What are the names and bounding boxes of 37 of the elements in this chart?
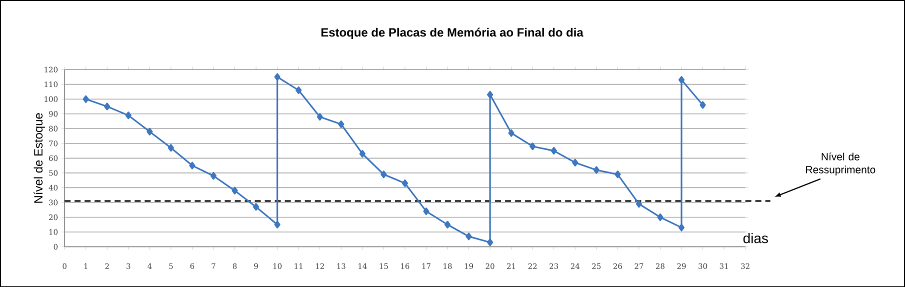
point <box>125 111 132 119</box>
point <box>657 213 664 221</box>
point <box>508 129 514 137</box>
point <box>423 207 430 215</box>
point <box>636 200 642 208</box>
chart-title: Estoque de Placas de Memória ao Final do dia <box>321 28 584 39</box>
point <box>466 232 472 240</box>
point <box>380 170 387 178</box>
point <box>402 179 408 187</box>
point <box>678 76 685 84</box>
point <box>530 142 536 150</box>
point <box>232 186 238 194</box>
point <box>444 220 451 228</box>
point <box>296 86 302 94</box>
point <box>82 95 89 103</box>
point <box>359 150 366 158</box>
y-axis-title: Nível de Estoque <box>34 113 45 203</box>
point <box>338 120 344 128</box>
point <box>274 220 280 228</box>
point <box>146 128 153 136</box>
point <box>572 158 578 166</box>
x-axis-title: dias <box>743 232 768 244</box>
point <box>104 102 110 110</box>
point <box>550 146 557 154</box>
point <box>210 172 217 180</box>
point <box>593 166 600 174</box>
point <box>316 112 323 120</box>
point <box>252 202 260 211</box>
ref-line-label: Nível de Ressuprimento <box>806 152 876 176</box>
point <box>168 144 174 152</box>
point <box>678 224 685 232</box>
point <box>700 101 706 109</box>
point <box>486 238 494 246</box>
point <box>274 72 280 81</box>
point <box>486 90 494 98</box>
point <box>614 170 621 178</box>
point <box>189 162 196 170</box>
